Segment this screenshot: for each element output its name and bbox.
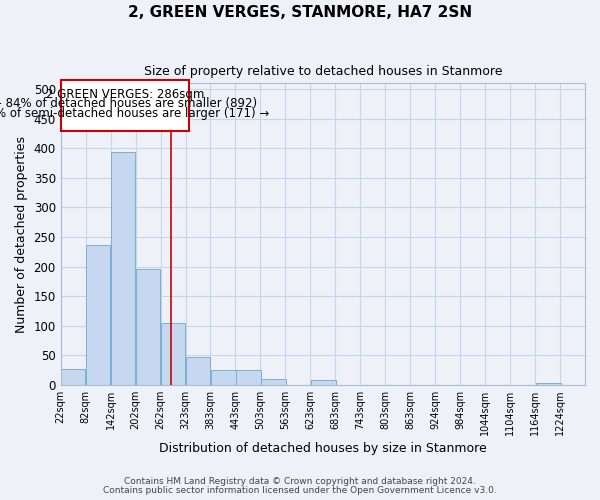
Bar <box>186 357 210 384</box>
Text: Contains public sector information licensed under the Open Government Licence v3: Contains public sector information licen… <box>103 486 497 495</box>
Bar <box>211 370 236 384</box>
Title: Size of property relative to detached houses in Stanmore: Size of property relative to detached ho… <box>143 65 502 78</box>
Y-axis label: Number of detached properties: Number of detached properties <box>15 136 28 332</box>
Text: Contains HM Land Registry data © Crown copyright and database right 2024.: Contains HM Land Registry data © Crown c… <box>124 477 476 486</box>
Bar <box>311 380 335 384</box>
Bar <box>261 379 286 384</box>
Text: 2, GREEN VERGES, STANMORE, HA7 2SN: 2, GREEN VERGES, STANMORE, HA7 2SN <box>128 5 472 20</box>
Text: 2 GREEN VERGES: 286sqm: 2 GREEN VERGES: 286sqm <box>46 88 204 102</box>
Bar <box>111 152 136 384</box>
Bar <box>86 245 110 384</box>
Text: ← 84% of detached houses are smaller (892): ← 84% of detached houses are smaller (89… <box>0 98 257 110</box>
Bar <box>236 370 260 384</box>
FancyBboxPatch shape <box>61 80 189 130</box>
Bar <box>161 323 185 384</box>
Bar <box>61 368 85 384</box>
Text: 16% of semi-detached houses are larger (171) →: 16% of semi-detached houses are larger (… <box>0 106 269 120</box>
Bar <box>536 383 560 384</box>
X-axis label: Distribution of detached houses by size in Stanmore: Distribution of detached houses by size … <box>159 442 487 455</box>
Bar <box>136 270 160 384</box>
